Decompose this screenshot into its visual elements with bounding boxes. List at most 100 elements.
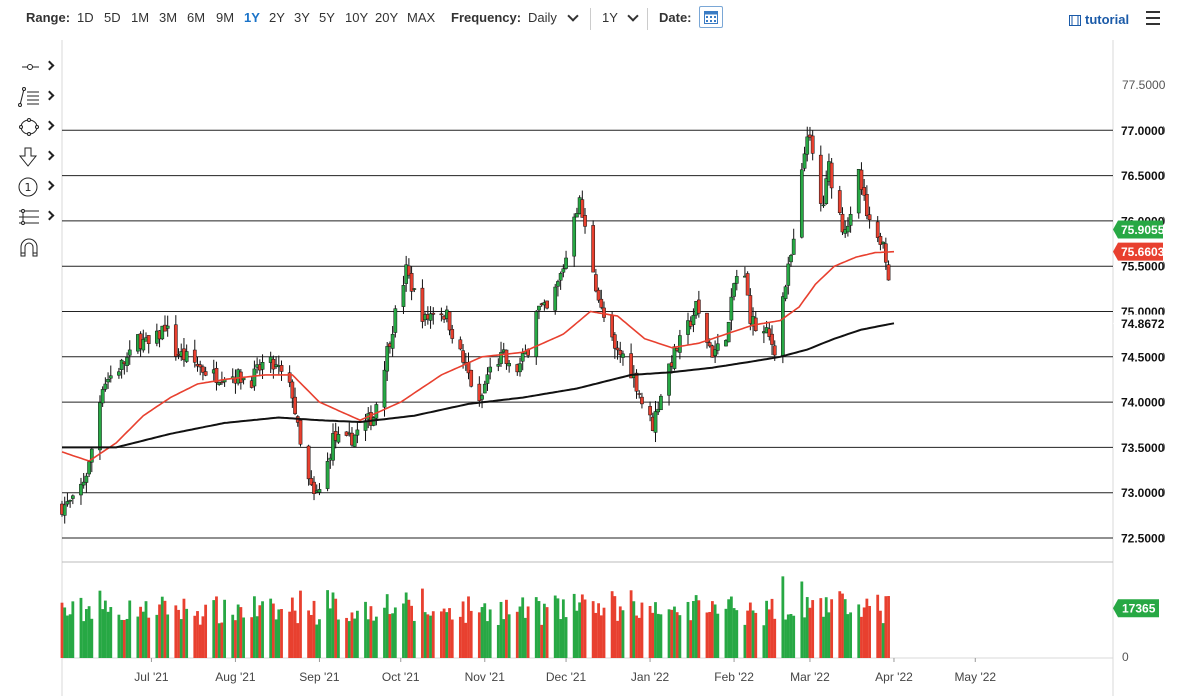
volume-badge-label: 17365 (1122, 602, 1156, 616)
range-20y-button[interactable]: 20Y (375, 10, 399, 25)
volume-bar (767, 609, 771, 658)
candle-body (767, 328, 772, 337)
candle-body (518, 363, 522, 373)
range-9m-button[interactable]: 9M (216, 10, 235, 25)
volume-bar (345, 617, 348, 658)
volume-bar (103, 600, 107, 658)
candle-body (70, 495, 75, 499)
chevron-down-icon[interactable] (627, 10, 639, 22)
volume-bar (789, 613, 793, 658)
volume-bar (147, 617, 151, 658)
price-badge: 75.6603 (1113, 242, 1165, 261)
volume-bar (217, 623, 221, 658)
volume-bar (372, 620, 376, 658)
range-1m-button[interactable]: 1M (131, 10, 150, 25)
volume-bar (255, 616, 259, 658)
volume-bar (811, 600, 815, 658)
volume-bar (215, 596, 218, 658)
menu-icon[interactable] (1146, 11, 1160, 29)
volume-bar (212, 600, 216, 658)
trendline-tool[interactable] (15, 86, 55, 108)
candle-body (84, 475, 89, 483)
range-3m-button[interactable]: 3M (159, 10, 178, 25)
volume-bar (231, 614, 235, 658)
arrow-tool[interactable] (15, 146, 55, 168)
period-select[interactable]: 1Y (602, 10, 618, 25)
candle-body (865, 194, 869, 217)
volume-bar (526, 606, 530, 658)
range-max-button[interactable]: MAX (407, 10, 436, 25)
volume-bar (364, 601, 367, 658)
calendar-button[interactable] (699, 6, 723, 28)
volume-bar (505, 599, 508, 658)
level-price-badge: 74.8672 (1113, 314, 1165, 333)
volume-bar (735, 610, 739, 658)
candlestick-chart[interactable]: 77.500077.000076.500076.000075.500075.00… (0, 40, 1178, 696)
chevron-down-icon[interactable] (567, 10, 579, 22)
volume-bar (613, 596, 617, 658)
candle-body (100, 389, 105, 404)
volume-bar (445, 612, 449, 658)
volume-bar (182, 598, 186, 658)
candle-body (271, 359, 276, 370)
tutorial-link[interactable]: tutorial (1085, 12, 1130, 27)
volume-bar (697, 600, 701, 658)
volume-bar (160, 596, 164, 658)
range-5y-button[interactable]: 5Y (319, 10, 335, 25)
volume-bar (355, 610, 359, 658)
candle-body (556, 281, 560, 287)
candle-body (119, 359, 124, 370)
volume-bar (307, 610, 311, 658)
volume-bar (318, 619, 321, 658)
candle-body (173, 324, 178, 357)
volume-bar (705, 612, 709, 658)
x-tick-label: Jul '21 (134, 670, 169, 684)
crosshair-tool[interactable] (15, 56, 55, 78)
candle-body (287, 372, 292, 383)
candle-body (883, 243, 888, 263)
badge-label: 75.6603 (1121, 245, 1165, 259)
range-1d-button[interactable]: 1D (77, 10, 94, 25)
volume-bar (280, 609, 283, 658)
range-3y-button[interactable]: 3Y (294, 10, 310, 25)
range-6m-button[interactable]: 6M (187, 10, 206, 25)
annotation-tool[interactable]: 1 (15, 176, 55, 198)
magnet-tool[interactable] (15, 236, 55, 258)
range-5d-button[interactable]: 5D (104, 10, 121, 25)
range-10y-button[interactable]: 10Y (345, 10, 369, 25)
candle-body (805, 136, 810, 155)
frequency-select[interactable]: Daily (528, 10, 557, 25)
candle-body (881, 241, 885, 244)
fibonacci-tool[interactable] (15, 206, 55, 228)
candle-body (594, 274, 598, 292)
candle-body (458, 339, 463, 350)
volume-bar (827, 612, 831, 658)
volume-bar (166, 614, 170, 658)
candle-body (79, 483, 83, 496)
range-1y-button[interactable]: 1Y (244, 10, 260, 25)
candle-body (298, 420, 303, 445)
badge-shape (1113, 220, 1163, 239)
volume-bar (464, 622, 468, 658)
volume-bar (196, 611, 199, 658)
volume-bar (269, 598, 273, 658)
range-2y-button[interactable]: 2Y (269, 10, 285, 25)
candle-body (618, 349, 623, 356)
candle-body (840, 213, 845, 233)
candle-body (431, 312, 436, 315)
candle-body (203, 371, 208, 376)
volume-bar (781, 576, 785, 658)
volume-bar (716, 613, 720, 658)
x-tick-label: Oct '21 (382, 670, 420, 684)
candle-body (520, 353, 525, 362)
volume-bar (594, 612, 598, 658)
candle-body (596, 289, 601, 301)
volume-bar (724, 608, 728, 658)
volume-bar (713, 604, 717, 658)
chart-area[interactable]: 77.500077.000076.500076.000075.500075.00… (0, 40, 1178, 696)
candle-body (461, 350, 465, 363)
volume-bar (239, 607, 243, 658)
candle-body (615, 347, 620, 351)
shape-tool[interactable] (15, 116, 55, 138)
volume-bar (369, 606, 373, 658)
